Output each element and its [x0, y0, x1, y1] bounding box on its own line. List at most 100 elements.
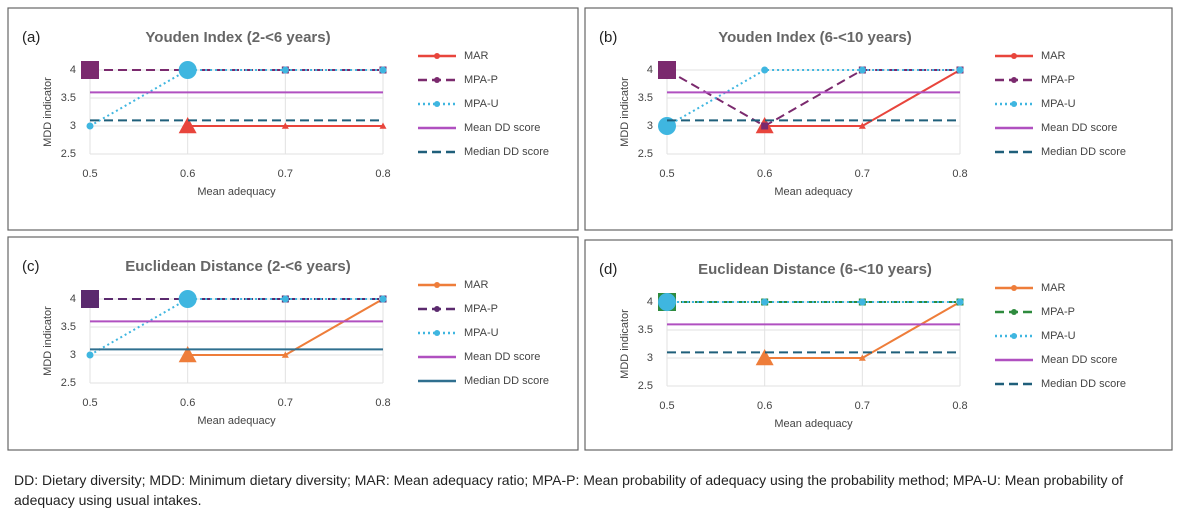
legend-label: Median DD score [464, 146, 549, 158]
point [379, 122, 387, 129]
x-tick-label: 0.5 [82, 397, 97, 409]
y-tick-label: 2.5 [638, 380, 653, 392]
point [761, 122, 769, 130]
x-tick-label: 0.8 [375, 168, 390, 180]
point [86, 122, 94, 130]
x-tick-label: 0.8 [952, 168, 967, 180]
y-tick-label: 2.5 [61, 148, 76, 160]
legend-marker [434, 101, 440, 107]
point [956, 298, 964, 306]
panel-frame [7, 236, 579, 451]
legend-label: MAR [464, 50, 489, 62]
panel-label: (c) [22, 258, 40, 275]
point [658, 117, 676, 135]
panel-label: (a) [22, 29, 40, 46]
chart-title: Euclidean Distance (6-<10 years) [698, 261, 932, 278]
legend-marker [1011, 101, 1017, 107]
y-tick-label: 3.5 [638, 324, 653, 336]
point [178, 117, 197, 134]
legend-label: Mean DD score [1041, 354, 1117, 366]
figure: (a) Youden Index (2-<6 years) 2.5 3 3.5 4 0.5 0… [7, 7, 1173, 451]
y-tick-label: 3.5 [61, 321, 76, 333]
legend-label: MPA-U [1041, 98, 1076, 110]
legend-label: Median DD score [464, 375, 549, 387]
chart-title: Youden Index (2-<6 years) [145, 29, 330, 46]
y-axis-label: MDD indicator [619, 309, 631, 379]
point [755, 349, 774, 366]
x-tick-label: 0.6 [180, 397, 195, 409]
point [379, 66, 387, 74]
legend-label: Mean DD score [464, 122, 540, 134]
x-tick-label: 0.6 [757, 168, 772, 180]
legend-label: Median DD score [1041, 146, 1126, 158]
legend-label: Median DD score [1041, 378, 1126, 390]
y-tick-label: 4 [647, 64, 653, 76]
point [178, 290, 197, 308]
x-tick-label: 0.5 [82, 168, 97, 180]
point [281, 295, 289, 303]
legend-label: MPA-U [464, 98, 499, 110]
x-tick-label: 0.6 [757, 400, 772, 412]
legend-label: MAR [464, 279, 489, 291]
point [178, 346, 197, 363]
y-tick-label: 3 [70, 120, 76, 132]
panel-frame [584, 239, 1173, 451]
legend-label: MPA-U [1041, 330, 1076, 342]
y-tick-label: 2.5 [638, 148, 653, 160]
legend-label: MPA-U [464, 327, 499, 339]
legend-marker [1011, 77, 1017, 83]
x-tick-label: 0.6 [180, 168, 195, 180]
x-tick-label: 0.8 [375, 397, 390, 409]
legend-marker [434, 282, 440, 288]
x-axis-label: Mean adequacy [197, 415, 276, 427]
point [658, 61, 676, 79]
legend-marker [1011, 309, 1017, 315]
legend-marker [434, 330, 440, 336]
y-tick-label: 4 [647, 296, 653, 308]
series-line [89, 69, 383, 127]
legend-label: MPA-P [464, 74, 498, 86]
x-tick-label: 0.7 [855, 400, 870, 412]
caption: DD: Dietary diversity; MDD: Minimum diet… [14, 472, 1124, 508]
x-axis-label: Mean adequacy [774, 186, 853, 198]
x-tick-label: 0.5 [659, 400, 674, 412]
point [858, 66, 866, 74]
y-tick-label: 4 [70, 64, 76, 76]
legend-marker [1011, 285, 1017, 291]
y-tick-label: 3 [70, 349, 76, 361]
y-axis-label: MDD indicator [619, 77, 631, 147]
chart-title: Euclidean Distance (2-<6 years) [125, 258, 351, 275]
legend-label: Mean DD score [464, 351, 540, 363]
legend-marker [434, 53, 440, 59]
point [658, 293, 676, 311]
y-tick-label: 3.5 [638, 92, 653, 104]
legend-marker [434, 77, 440, 83]
y-tick-label: 3 [647, 120, 653, 132]
series-line [666, 69, 960, 127]
x-axis-label: Mean adequacy [197, 186, 276, 198]
legend-label: MAR [1041, 50, 1066, 62]
x-tick-label: 0.7 [855, 168, 870, 180]
legend-label: MPA-P [464, 303, 498, 315]
y-tick-label: 4 [70, 293, 76, 305]
legend-marker [1011, 333, 1017, 339]
y-axis-label: MDD indicator [42, 306, 54, 376]
panel-label: (d) [599, 261, 617, 278]
point [761, 66, 769, 74]
chart-title: Youden Index (6-<10 years) [718, 29, 912, 46]
x-tick-label: 0.7 [278, 168, 293, 180]
series-line [89, 298, 383, 356]
point [379, 295, 387, 303]
y-tick-label: 2.5 [61, 377, 76, 389]
legend-label: MAR [1041, 282, 1066, 294]
point [858, 122, 866, 129]
point [761, 298, 769, 306]
y-axis-label: MDD indicator [42, 77, 54, 147]
legend-label: MPA-P [1041, 74, 1075, 86]
panel-frame [7, 7, 579, 231]
legend-marker [434, 306, 440, 312]
point [81, 290, 99, 308]
point [178, 61, 197, 79]
point [281, 351, 289, 358]
